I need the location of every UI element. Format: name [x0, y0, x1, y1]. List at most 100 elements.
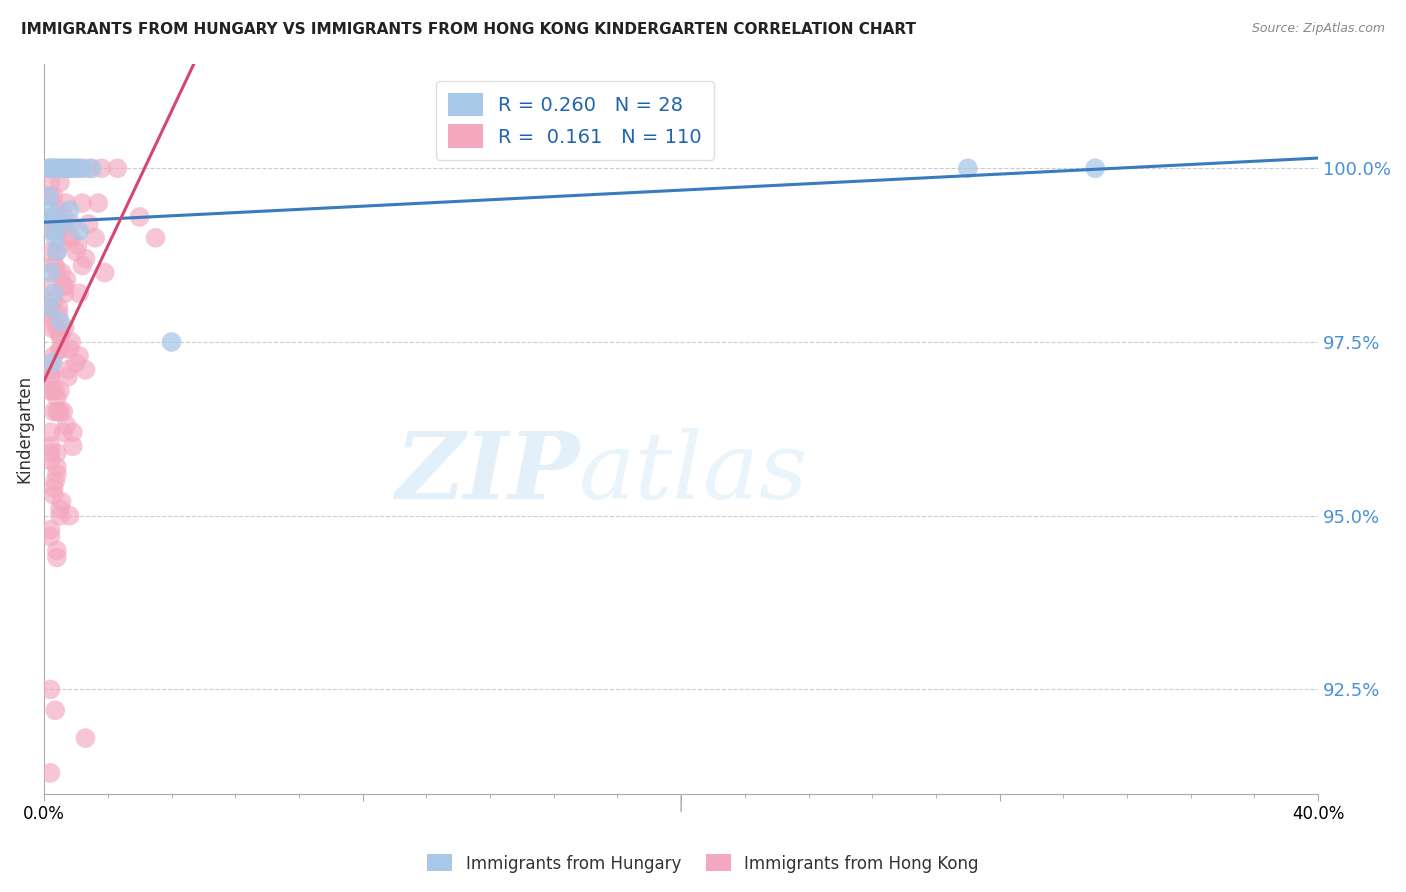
Point [39, 446, 62, 460]
Point [51, 266, 73, 280]
Point [39, 307, 62, 321]
Point [67, 224, 90, 238]
Point [52, 404, 75, 418]
Point [38, 300, 60, 314]
Point [52, 210, 75, 224]
Point [65, 356, 87, 370]
Point [38, 279, 60, 293]
Point [51, 161, 73, 176]
Point [42, 404, 65, 418]
Point [128, 210, 150, 224]
Point [53, 161, 76, 176]
Point [66, 237, 89, 252]
Point [44, 161, 66, 176]
Point [105, 161, 128, 176]
Point [42, 293, 65, 308]
Point [42, 189, 65, 203]
Point [49, 384, 72, 398]
Point [49, 237, 72, 252]
Text: Source: ZipAtlas.com: Source: ZipAtlas.com [1251, 22, 1385, 36]
Point [39, 384, 62, 398]
Point [60, 217, 83, 231]
Point [51, 342, 73, 356]
Point [42, 259, 65, 273]
Point [39, 369, 62, 384]
Point [45, 321, 67, 335]
Point [38, 161, 60, 176]
Point [49, 224, 72, 238]
Y-axis label: Kindergarten: Kindergarten [15, 375, 32, 483]
Point [42, 314, 65, 328]
Point [39, 530, 62, 544]
Point [58, 202, 80, 217]
Point [52, 279, 75, 293]
Point [41, 210, 63, 224]
Point [39, 189, 62, 203]
Point [49, 328, 72, 343]
Point [52, 425, 75, 440]
Point [67, 161, 90, 176]
Point [93, 266, 115, 280]
Point [87, 196, 110, 211]
Point [41, 321, 63, 335]
Point [48, 307, 70, 321]
Point [49, 314, 72, 328]
Point [62, 425, 84, 440]
Point [58, 342, 80, 356]
Point [39, 363, 62, 377]
Point [58, 231, 80, 245]
Point [56, 369, 79, 384]
Point [62, 439, 84, 453]
Point [42, 481, 65, 495]
Point [956, 161, 979, 176]
Point [48, 300, 70, 314]
Point [39, 369, 62, 384]
Point [67, 286, 90, 301]
Point [41, 224, 63, 238]
Point [49, 328, 72, 343]
Point [42, 210, 65, 224]
Point [53, 321, 76, 335]
Point [45, 467, 67, 481]
Point [53, 286, 76, 301]
Point [55, 418, 77, 433]
Point [48, 404, 70, 418]
Point [42, 286, 65, 301]
Point [44, 703, 66, 717]
Point [49, 161, 72, 176]
Point [45, 244, 67, 259]
Point [45, 550, 67, 565]
Point [55, 161, 77, 176]
Point [77, 217, 100, 231]
Point [90, 161, 112, 176]
Point [45, 404, 67, 418]
Point [41, 161, 63, 176]
Point [39, 266, 62, 280]
Point [72, 196, 94, 211]
Point [44, 161, 66, 176]
Point [58, 508, 80, 523]
Point [49, 342, 72, 356]
Point [39, 202, 62, 217]
Point [39, 439, 62, 453]
Point [60, 334, 83, 349]
Point [39, 765, 62, 780]
Point [41, 384, 63, 398]
Point [49, 175, 72, 189]
Point [45, 460, 67, 475]
Point [41, 356, 63, 370]
Point [75, 252, 97, 266]
Point [62, 161, 84, 176]
Point [39, 244, 62, 259]
Point [39, 425, 62, 440]
Point [55, 196, 77, 211]
Point [45, 446, 67, 460]
Text: IMMIGRANTS FROM HUNGARY VS IMMIGRANTS FROM HONG KONG KINDERGARTEN CORRELATION CH: IMMIGRANTS FROM HUNGARY VS IMMIGRANTS FR… [21, 22, 917, 37]
Point [39, 300, 62, 314]
Point [52, 217, 75, 231]
Point [44, 231, 66, 245]
Point [56, 161, 79, 176]
Point [42, 224, 65, 238]
Point [45, 543, 67, 558]
Point [67, 349, 90, 363]
